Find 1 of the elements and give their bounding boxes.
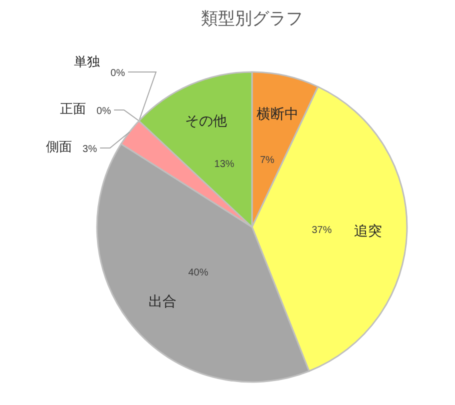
title: 類型別グラフ	[201, 9, 303, 28]
